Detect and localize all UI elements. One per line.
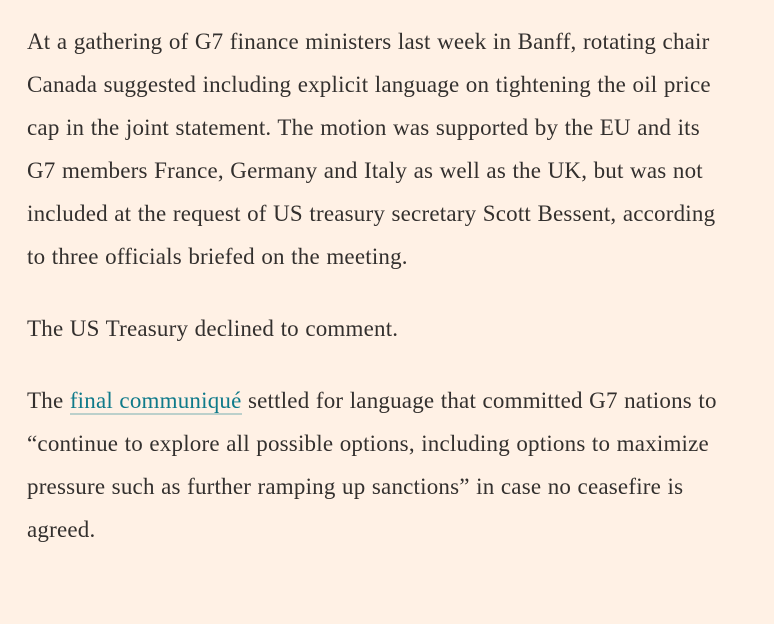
- paragraph-text-before-link: The: [27, 388, 70, 413]
- article-body: At a gathering of G7 finance ministers l…: [27, 20, 720, 551]
- paragraph-text: At a gathering of G7 finance ministers l…: [27, 29, 716, 269]
- paragraph-final-communique: The final communiqué settled for languag…: [27, 379, 720, 551]
- paragraph-text-after-link: settled for language that committed G7 n…: [27, 388, 717, 542]
- paragraph-text: The US Treasury declined to comment.: [27, 316, 399, 341]
- paragraph-g7-meeting: At a gathering of G7 finance ministers l…: [27, 20, 720, 278]
- paragraph-treasury-comment: The US Treasury declined to comment.: [27, 307, 720, 350]
- final-communique-link[interactable]: final communiqué: [69, 388, 242, 415]
